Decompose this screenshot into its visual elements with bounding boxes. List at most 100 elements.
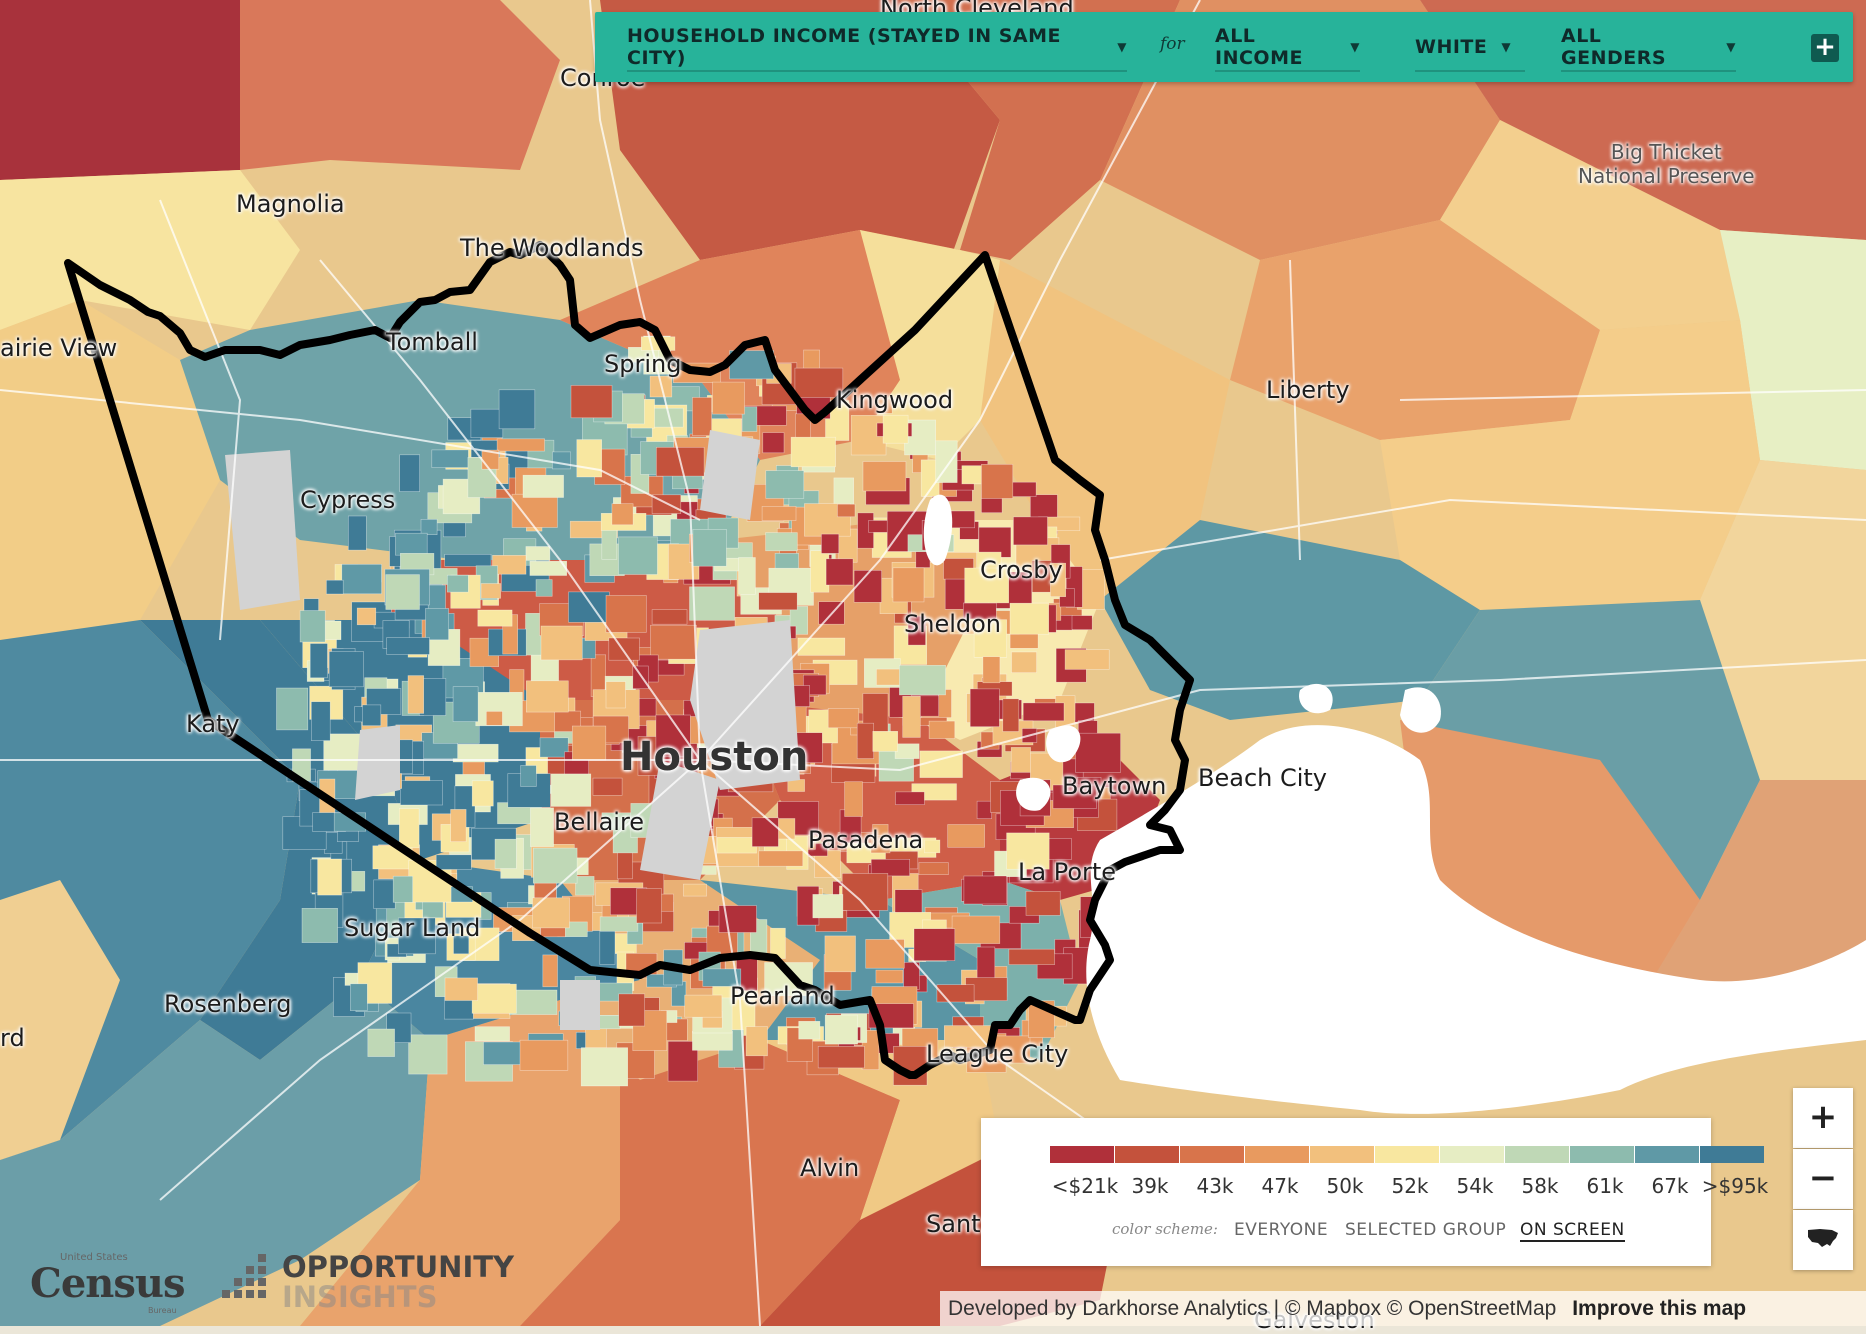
- census-tract[interactable]: [605, 681, 626, 709]
- census-tract[interactable]: [349, 870, 366, 892]
- census-tract[interactable]: [761, 506, 797, 521]
- census-tract[interactable]: [856, 722, 875, 759]
- census-tract[interactable]: [738, 557, 756, 595]
- census-tract[interactable]: [575, 876, 595, 896]
- census-tract[interactable]: [692, 1031, 733, 1051]
- attribution-text[interactable]: Developed by Darkhorse Analytics | © Map…: [948, 1297, 1557, 1320]
- census-tract[interactable]: [637, 698, 657, 717]
- census-tract[interactable]: [969, 688, 1000, 728]
- census-tract[interactable]: [844, 781, 863, 817]
- census-tract[interactable]: [373, 879, 396, 909]
- census-tract[interactable]: [935, 440, 958, 483]
- census-tract[interactable]: [862, 461, 907, 492]
- census-tract[interactable]: [398, 808, 420, 849]
- census-tract[interactable]: [1008, 948, 1055, 966]
- census-tract[interactable]: [592, 777, 623, 796]
- census-tract[interactable]: [1052, 784, 1097, 809]
- census-tract[interactable]: [902, 695, 921, 738]
- census-tract[interactable]: [552, 451, 571, 470]
- census-tract[interactable]: [1011, 651, 1037, 674]
- census-tract[interactable]: [550, 773, 592, 807]
- census-tract[interactable]: [494, 838, 517, 869]
- census-tract[interactable]: [872, 730, 898, 752]
- census-tract[interactable]: [794, 367, 844, 398]
- census-tract[interactable]: [821, 533, 840, 554]
- census-tract[interactable]: [398, 917, 436, 955]
- census-tract[interactable]: [532, 847, 578, 884]
- census-tract[interactable]: [798, 1020, 821, 1040]
- census-tract[interactable]: [824, 1014, 858, 1045]
- census-tract[interactable]: [797, 637, 846, 656]
- census-tract[interactable]: [310, 701, 331, 741]
- census-tract[interactable]: [1025, 890, 1061, 916]
- census-tract[interactable]: [1050, 562, 1067, 598]
- census-tract[interactable]: [399, 454, 421, 492]
- census-tract[interactable]: [509, 989, 558, 1015]
- census-tract[interactable]: [519, 1039, 569, 1071]
- census-tract[interactable]: [425, 608, 449, 641]
- census-tract[interactable]: [400, 780, 443, 806]
- census-tract[interactable]: [741, 406, 758, 432]
- census-tract[interactable]: [535, 579, 553, 597]
- census-tract[interactable]: [452, 686, 479, 722]
- census-tract[interactable]: [539, 737, 569, 758]
- census-tract[interactable]: [576, 439, 602, 478]
- census-tract[interactable]: [492, 554, 527, 575]
- census-tract[interactable]: [299, 610, 326, 643]
- zoom-in-button[interactable]: +: [1793, 1088, 1853, 1148]
- reset-view-button[interactable]: [1793, 1210, 1853, 1270]
- census-tract[interactable]: [964, 567, 1010, 604]
- census-tract[interactable]: [796, 732, 823, 764]
- census-tract[interactable]: [618, 536, 658, 575]
- census-tract[interactable]: [480, 583, 501, 599]
- census-tract[interactable]: [758, 592, 798, 611]
- census-tract[interactable]: [947, 824, 985, 848]
- census-tract[interactable]: [982, 656, 1001, 684]
- census-tract[interactable]: [605, 595, 647, 633]
- census-tract[interactable]: [326, 579, 344, 595]
- census-tract[interactable]: [824, 935, 856, 973]
- census-tract[interactable]: [758, 850, 804, 867]
- census-tract[interactable]: [453, 935, 470, 955]
- census-tract[interactable]: [950, 510, 976, 529]
- census-tract[interactable]: [477, 609, 513, 627]
- census-tract[interactable]: [692, 397, 713, 436]
- census-tract[interactable]: [618, 993, 645, 1027]
- census-tract[interactable]: [470, 408, 504, 439]
- census-tract[interactable]: [520, 765, 537, 787]
- census-tract[interactable]: [976, 800, 992, 820]
- census-tract[interactable]: [973, 619, 1007, 658]
- census-tract[interactable]: [655, 714, 691, 758]
- census-tract[interactable]: [765, 532, 798, 552]
- county-outline[interactable]: [64, 241, 1194, 1079]
- census-tract[interactable]: [712, 381, 745, 415]
- census-tract[interactable]: [309, 643, 328, 679]
- race-dropdown[interactable]: WHITE ▼: [1415, 24, 1525, 72]
- census-tract[interactable]: [276, 687, 309, 731]
- census-tract[interactable]: [765, 470, 805, 499]
- census-tract[interactable]: [356, 607, 377, 626]
- census-tract[interactable]: [632, 665, 649, 690]
- census-tract[interactable]: [431, 449, 469, 468]
- census-tract[interactable]: [444, 977, 478, 1001]
- census-tract[interactable]: [420, 518, 438, 535]
- census-tract[interactable]: [347, 515, 367, 551]
- census-tract[interactable]: [702, 968, 742, 987]
- census-tract[interactable]: [385, 574, 420, 610]
- census-tract[interactable]: [907, 615, 926, 646]
- census-tract[interactable]: [446, 574, 469, 593]
- census-tract[interactable]: [745, 1026, 768, 1057]
- census-tract[interactable]: [689, 586, 735, 621]
- census-tract[interactable]: [882, 414, 909, 444]
- census-tract[interactable]: [762, 432, 785, 454]
- census-tract[interactable]: [1006, 832, 1050, 870]
- census-tract[interactable]: [532, 897, 570, 929]
- census-tract[interactable]: [1002, 698, 1020, 732]
- census-tract[interactable]: [530, 807, 554, 847]
- census-tract[interactable]: [951, 915, 1001, 944]
- census-tract[interactable]: [899, 664, 946, 696]
- census-tract[interactable]: [328, 651, 364, 688]
- census-tract[interactable]: [895, 791, 925, 806]
- census-tract[interactable]: [386, 637, 430, 655]
- improve-map-link[interactable]: Improve this map: [1572, 1297, 1747, 1320]
